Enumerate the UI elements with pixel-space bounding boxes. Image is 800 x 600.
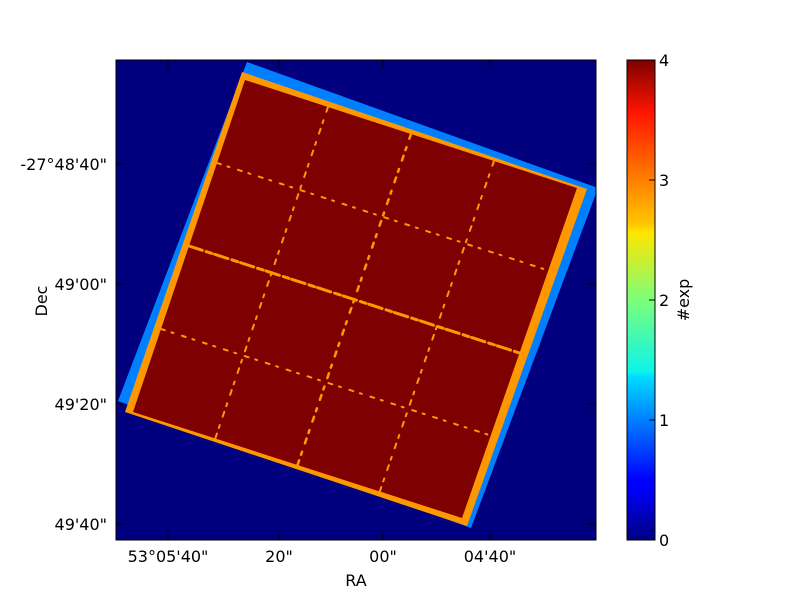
- y-tick-label: 49'40": [55, 515, 107, 534]
- x-axis-title: RA: [345, 571, 366, 590]
- colorbar: 0 1 2 3 4 #exp: [626, 51, 693, 550]
- colorbar-tick-label: 0: [659, 531, 669, 550]
- x-tick-label: 20": [265, 547, 293, 566]
- y-tick-label: -27°48'40": [20, 155, 107, 174]
- y-tick-label: 49'20": [55, 395, 107, 414]
- y-axis: -27°48'40" 49'00" 49'20" 49'40" Dec: [20, 155, 596, 534]
- chip-gap-line: [378, 160, 495, 493]
- colorbar-tick-label: 1: [659, 411, 669, 430]
- chip-gap-line: [216, 162, 550, 272]
- x-axis: 53°05'40" 20" 00" 04'40" RA: [128, 60, 516, 590]
- colorbar-tick-label: 4: [659, 51, 669, 70]
- y-tick-label: 49'00": [55, 275, 107, 294]
- chip-gap-line: [160, 328, 492, 437]
- colorbar-tick-label: 2: [659, 291, 669, 310]
- x-tick-label: 53°05'40": [128, 547, 209, 566]
- x-tick-label: 00": [369, 547, 397, 566]
- x-tick-label: 04'40": [464, 547, 516, 566]
- colorbar-tick-label: 3: [659, 171, 669, 190]
- y-axis-title: Dec: [32, 286, 51, 317]
- chip-gap-line: [296, 132, 413, 467]
- plot-area: [115, 59, 597, 541]
- colorbar-label: #exp: [674, 279, 693, 322]
- chip-gaps: [160, 106, 550, 493]
- plot-frame: [115, 59, 597, 541]
